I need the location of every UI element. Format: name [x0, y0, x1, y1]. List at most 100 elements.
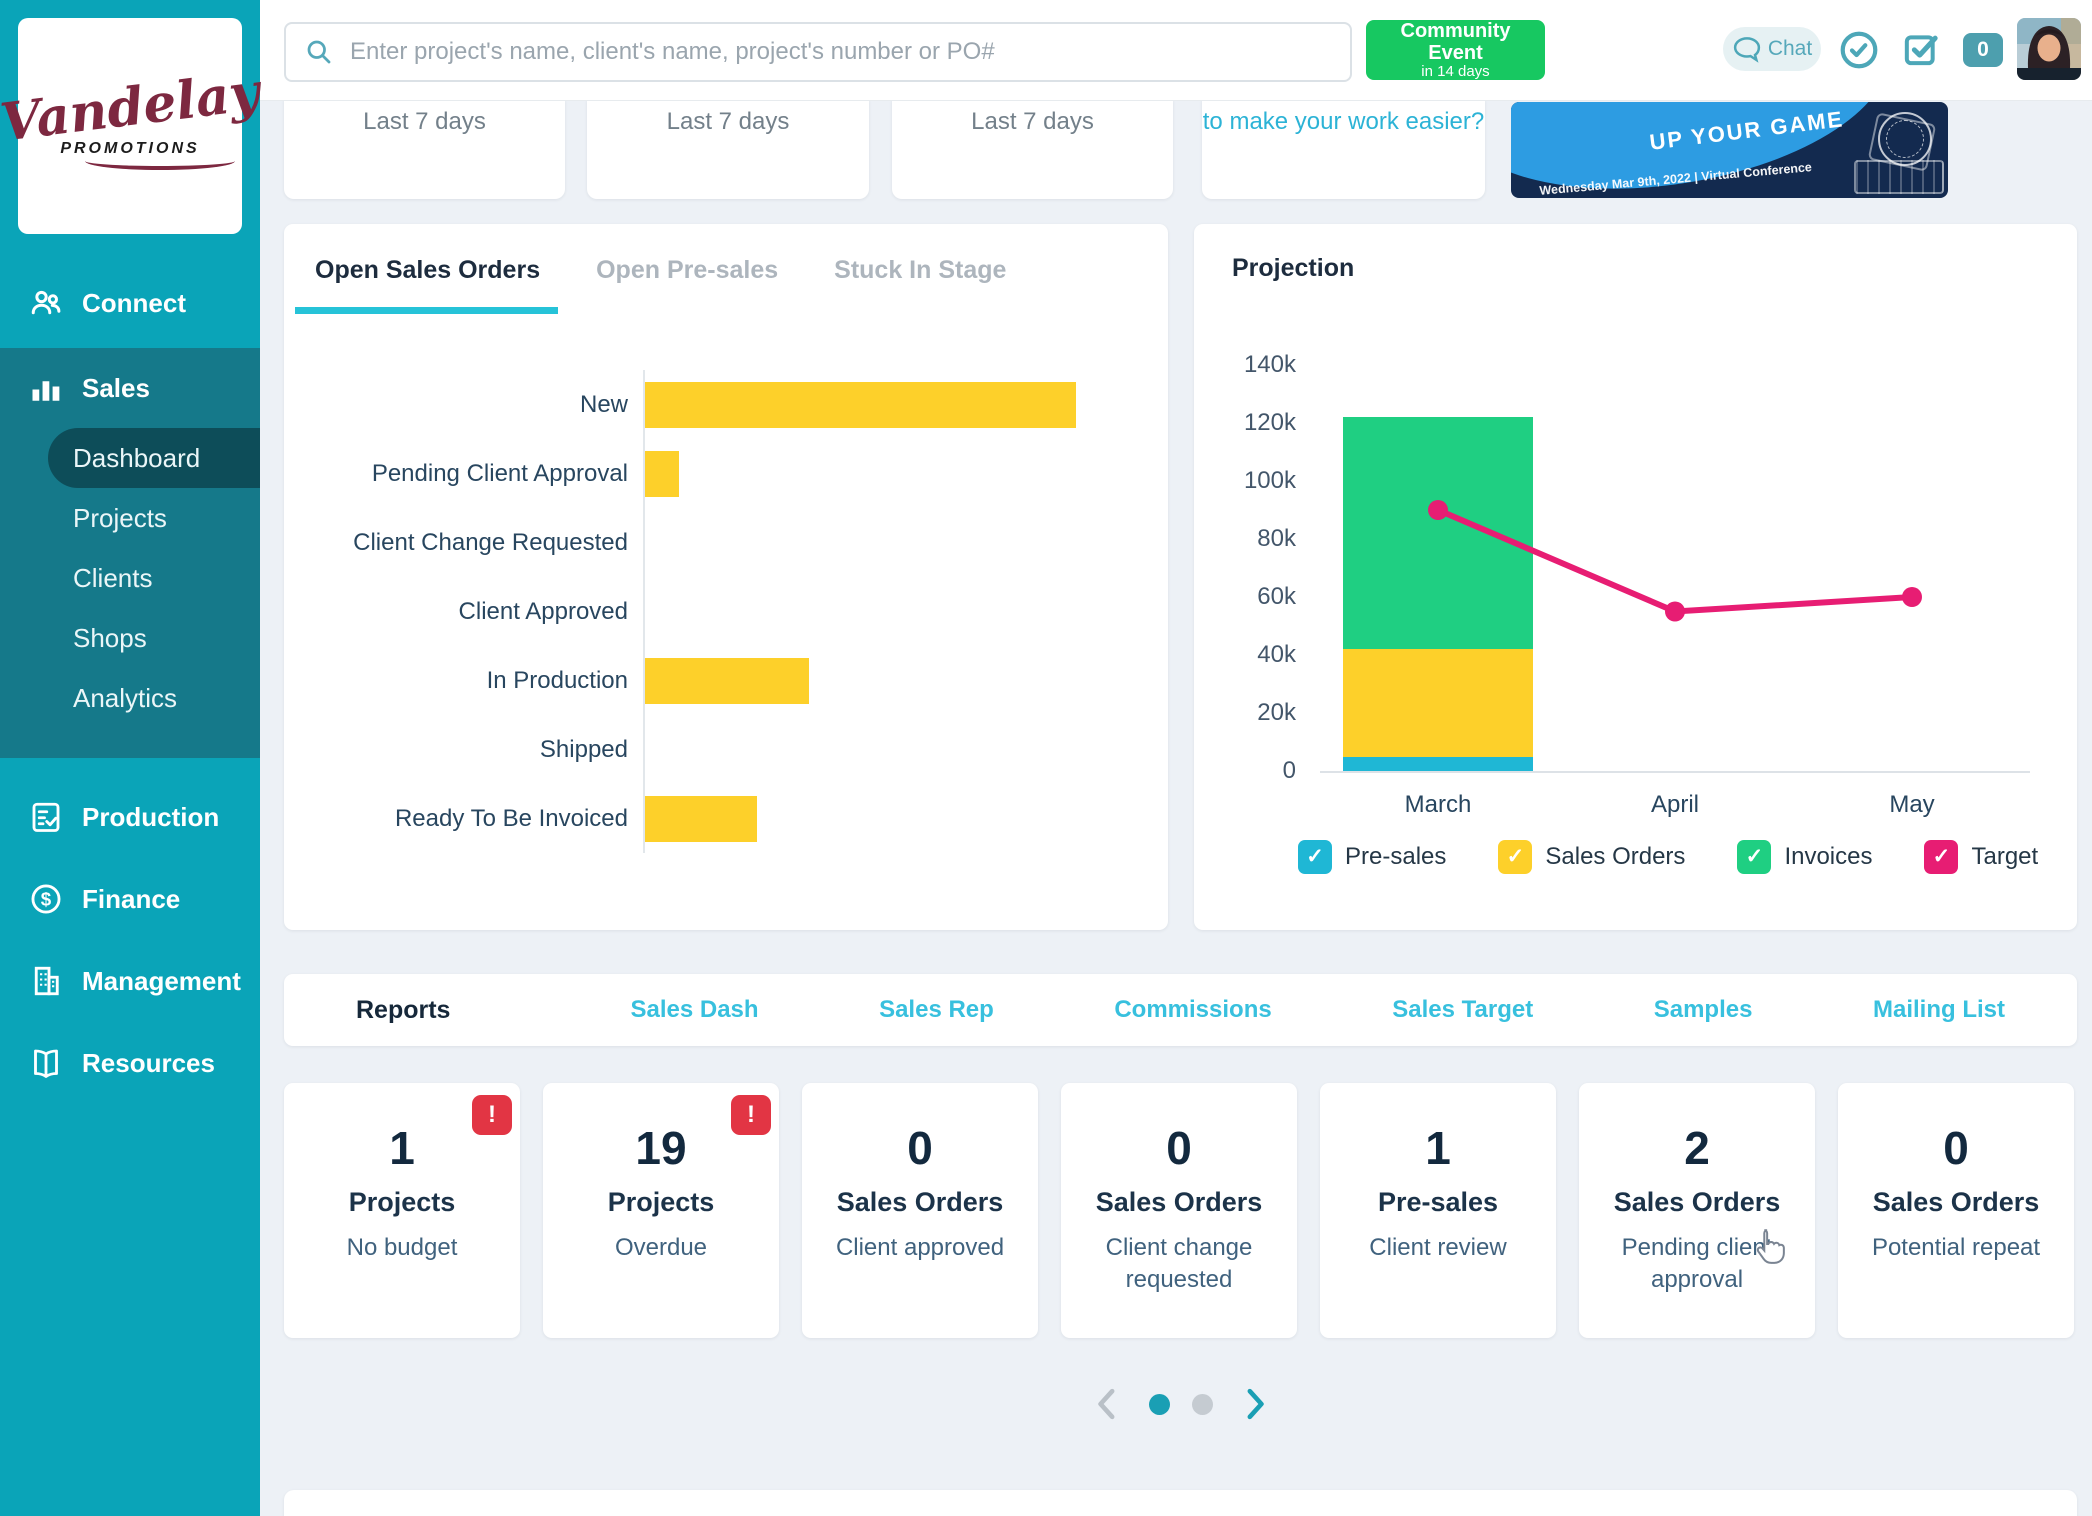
bar-category-label: Ready To Be Invoiced	[314, 805, 643, 833]
report-link-mailing-list[interactable]: Mailing List	[1873, 996, 2005, 1024]
tab-open-pre-sales[interactable]: Open Pre-sales	[596, 256, 778, 285]
clipboard-check-icon	[28, 799, 64, 835]
stat-label: Sales Orders	[1061, 1187, 1297, 1218]
projection-panel: Projection 020k40k60k80k100k120k140k Mar…	[1194, 224, 2077, 930]
event-button-subtitle: in 14 days	[1421, 64, 1489, 81]
sidebar-item-management[interactable]: Management	[0, 948, 260, 1014]
report-link-samples[interactable]: Samples	[1654, 996, 1753, 1024]
stat-label: Projects	[543, 1187, 779, 1218]
summary-card[interactable]: to make your work easier?	[1202, 100, 1485, 199]
prev-page-icon[interactable]	[1091, 1386, 1123, 1422]
reports-bar: Reports Sales DashSales RepCommissionsSa…	[284, 974, 2077, 1046]
reports-title: Reports	[356, 996, 450, 1025]
sidebar-item-projects[interactable]: Projects	[0, 488, 260, 548]
stat-card-sales-orders-pending-client-approval[interactable]: 2Sales OrdersPending client approval	[1579, 1083, 1815, 1338]
bar-category-label: New	[314, 391, 643, 419]
event-banner[interactable]: UP YOUR GAME Wednesday Mar 9th, 2022 | V…	[1511, 102, 1948, 198]
brand-logo[interactable]: Vandelay PROMOTIONS	[18, 18, 242, 234]
user-avatar[interactable]	[2017, 18, 2081, 80]
sidebar-item-label: Projects	[73, 503, 167, 534]
summary-card-text: Last 7 days	[892, 108, 1173, 136]
stat-sublabel: No budget	[284, 1232, 520, 1264]
summary-card-text: Last 7 days	[284, 108, 565, 136]
svg-text:$: $	[41, 889, 52, 910]
sidebar-item-dashboard[interactable]: Dashboard	[48, 428, 260, 488]
avatar-photo	[2017, 18, 2081, 80]
sidebar-item-label: Finance	[82, 884, 180, 915]
stat-card-projects-overdue[interactable]: !19ProjectsOverdue	[543, 1083, 779, 1338]
report-link-sales-rep[interactable]: Sales Rep	[879, 996, 994, 1024]
stat-sublabel: Pending client approval	[1579, 1232, 1815, 1297]
report-links: Sales Dash Sales Rep Commissions Sales Targ…	[630, 996, 2005, 1024]
sidebar-item-sales[interactable]: Sales	[0, 348, 260, 428]
sidebar-item-analytics[interactable]: Analytics	[0, 668, 260, 728]
bar-category-label: Pending Client Approval	[314, 460, 643, 488]
bar-track	[643, 715, 1142, 784]
target-point	[1428, 500, 1448, 520]
tab-stuck-in-stage[interactable]: Stuck In Stage	[834, 256, 1006, 285]
tasks-check-icon[interactable]	[1901, 29, 1941, 69]
stat-card-sales-orders-potential-repeat[interactable]: 0Sales OrdersPotential repeat	[1838, 1083, 2074, 1338]
legend-checkbox-target[interactable]: ✓	[1924, 840, 1958, 874]
pagination-dot-1[interactable]	[1149, 1394, 1170, 1415]
search-input[interactable]	[348, 37, 1350, 67]
sidebar-item-finance[interactable]: $ Finance	[0, 866, 260, 932]
bar-track	[643, 370, 1142, 439]
report-link-sales-target[interactable]: Sales Target	[1392, 996, 1533, 1024]
legend-checkbox-invoices[interactable]: ✓	[1737, 840, 1771, 874]
summary-card[interactable]: Last 7 days	[587, 100, 869, 199]
bar-track	[643, 646, 1142, 715]
book-icon	[28, 1045, 64, 1081]
x-tick-label: May	[1832, 791, 1992, 819]
bar-track	[643, 439, 1142, 508]
community-event-button[interactable]: Community Event in 14 days	[1366, 20, 1545, 80]
stat-card-projects-no-budget[interactable]: !1ProjectsNo budget	[284, 1083, 520, 1338]
bar-row: Client Approved	[314, 577, 1142, 646]
report-link-sales-dash[interactable]: Sales Dash	[630, 996, 758, 1024]
brand-name: Vandelay	[0, 66, 262, 149]
university-seal-icon	[1878, 112, 1932, 166]
legend-checkbox-pre-sales[interactable]: ✓	[1298, 840, 1332, 874]
legend-checkbox-sales-orders[interactable]: ✓	[1498, 840, 1532, 874]
sidebar-item-label: Sales	[82, 373, 150, 404]
stat-card-pre-sales-client-review[interactable]: 1Pre-salesClient review	[1320, 1083, 1556, 1338]
event-button-title: Community Event	[1372, 20, 1539, 64]
stat-label: Sales Orders	[1838, 1187, 2074, 1218]
sidebar-item-clients[interactable]: Clients	[0, 548, 260, 608]
legend-label: Pre-sales	[1345, 843, 1446, 871]
bar-ready-to-be-invoiced	[645, 796, 757, 842]
bottom-panel	[284, 1490, 2077, 1516]
sidebar-item-connect[interactable]: Connect	[0, 270, 260, 336]
report-link-commissions[interactable]: Commissions	[1114, 996, 1271, 1024]
sidebar-item-label: Management	[82, 966, 241, 997]
stat-card-sales-orders-client-change-requested[interactable]: 0Sales OrdersClient change requested	[1061, 1083, 1297, 1338]
open-sales-orders-panel: Open Sales Orders Open Pre-sales Stuck In …	[284, 224, 1168, 930]
logo-swash	[85, 152, 235, 170]
search-icon	[304, 37, 334, 67]
stat-card-sales-orders-client-approved[interactable]: 0Sales OrdersClient approved	[802, 1083, 1038, 1338]
sidebar-item-label: Analytics	[73, 683, 177, 714]
chat-button[interactable]: Chat	[1723, 27, 1821, 71]
notification-badge[interactable]: 0	[1963, 33, 2003, 67]
projection-legend: ✓Pre-sales✓Sales Orders✓Invoices✓Target	[1298, 840, 2038, 874]
stat-label: Projects	[284, 1187, 520, 1218]
bar-row: Client Change Requested	[314, 508, 1142, 577]
pagination-dot-2[interactable]	[1192, 1394, 1213, 1415]
target-point	[1665, 602, 1685, 622]
bar-track	[643, 577, 1142, 646]
approvals-clock-icon[interactable]	[1838, 29, 1880, 71]
tab-open-sales-orders[interactable]: Open Sales Orders	[315, 256, 540, 285]
summary-card[interactable]: Last 7 days	[892, 100, 1173, 199]
summary-card[interactable]: Last 7 days	[284, 100, 565, 199]
chat-label: Chat	[1768, 37, 1812, 61]
next-page-icon[interactable]	[1239, 1386, 1271, 1422]
y-tick-label: 80k	[1204, 525, 1296, 553]
bar-track	[643, 784, 1142, 853]
bar-row: Shipped	[314, 715, 1142, 784]
sidebar-item-shops[interactable]: Shops	[0, 608, 260, 668]
sidebar-item-production[interactable]: Production	[0, 784, 260, 850]
sidebar-section-sales: Sales Dashboard Projects Clients Shops Analyt…	[0, 348, 260, 758]
sidebar-item-resources[interactable]: Resources	[0, 1030, 260, 1096]
sidebar-item-label: Shops	[73, 623, 147, 654]
stat-value: 0	[802, 1125, 1038, 1171]
